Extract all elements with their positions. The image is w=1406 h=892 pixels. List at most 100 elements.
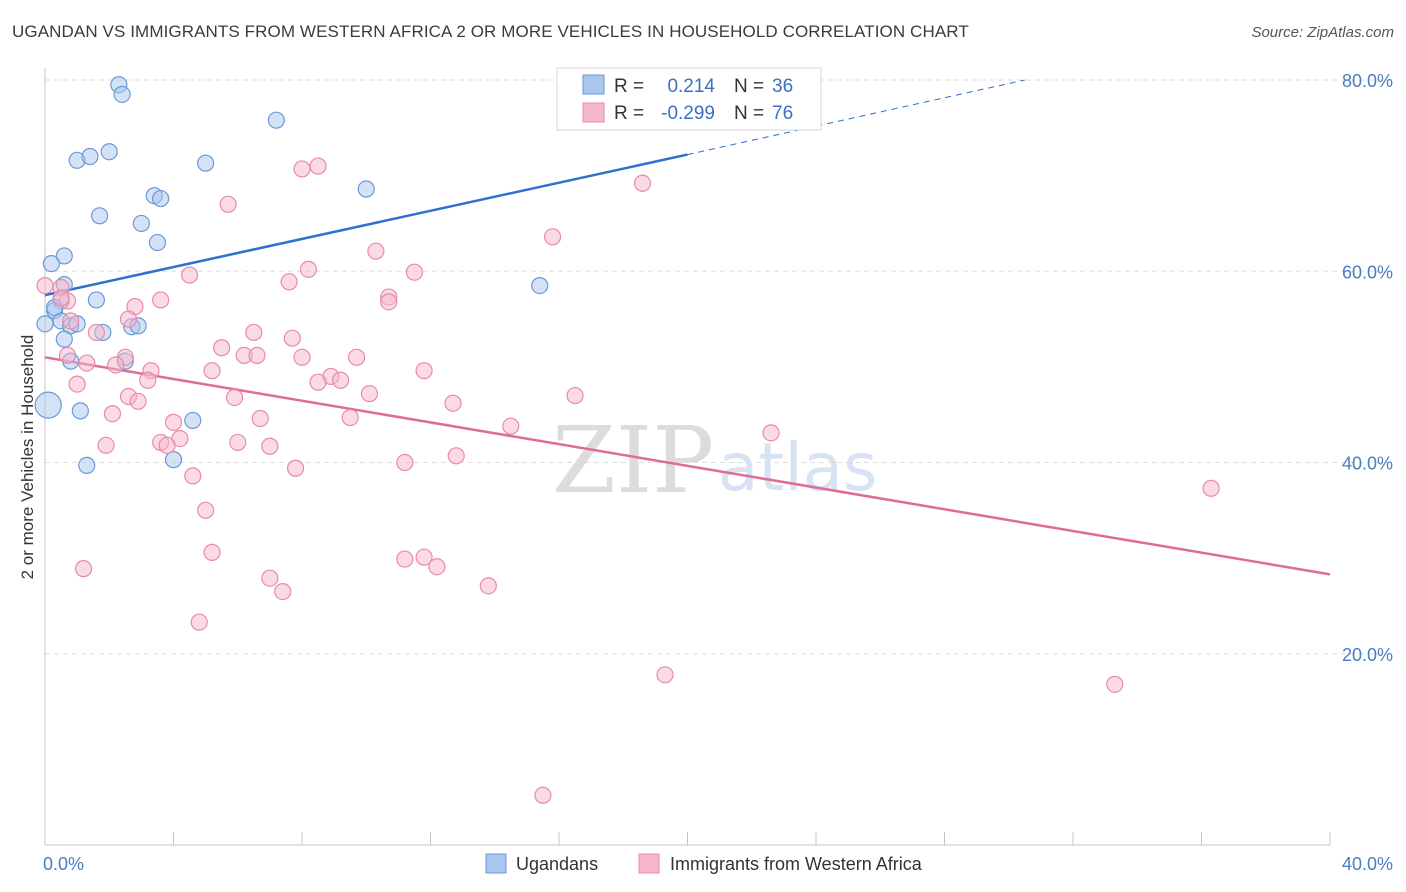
ugandans-point (164, 451, 183, 469)
ugandans-point (184, 411, 202, 430)
immigrants-point (229, 433, 247, 452)
immigrants-point (245, 323, 263, 342)
immigrants-point (633, 174, 652, 192)
stats-r-label: R = (614, 103, 644, 124)
y-tick-labels: 20.0% 40.0% 60.0% 80.0% (1342, 71, 1393, 665)
immigrants-trend-line (44, 356, 1331, 576)
immigrants-point (396, 550, 414, 568)
ugandans-point (531, 276, 549, 295)
trend-lines (44, 79, 1331, 576)
immigrants-point (341, 408, 359, 427)
immigrants-point (286, 459, 305, 477)
stats-n-label: N = (734, 76, 764, 97)
immigrants-point (348, 348, 366, 366)
ugandans-trend-extension (687, 79, 1025, 156)
immigrants-point (103, 405, 122, 423)
legend-swatch-immigrants (638, 853, 660, 874)
ugandans-point (267, 111, 285, 129)
stats-legend-box: R = 0.214 N = 36 R = -0.299 N = 76 (556, 67, 822, 131)
ugandans-point (42, 255, 61, 273)
immigrants-point (107, 356, 125, 374)
immigrants-point (447, 447, 465, 465)
ugandans-point (34, 391, 62, 419)
immigrants-point (184, 467, 202, 485)
immigrants-point (203, 362, 221, 380)
immigrants-point (415, 548, 433, 566)
ugandans-trend-line (44, 153, 688, 297)
immigrants-point (152, 291, 170, 309)
immigrants-point (62, 312, 80, 330)
stats-r-value-ugandans: 0.214 (667, 76, 715, 97)
immigrants-point (251, 409, 269, 428)
immigrants-point (274, 582, 292, 601)
ugandans-point (55, 247, 73, 265)
ugandans-point (152, 189, 170, 208)
immigrants-point (428, 558, 446, 576)
stats-r-value-immigrants: -0.299 (661, 103, 715, 124)
ugandans-point (148, 233, 167, 252)
immigrants-point (444, 394, 462, 412)
x-tick-label-max: 40.0% (1342, 854, 1393, 874)
immigrants-point (158, 436, 176, 454)
immigrants-point (405, 263, 424, 281)
immigrants-point (762, 424, 780, 442)
immigrants-point (203, 543, 221, 561)
grid-lines (45, 79, 1392, 655)
stats-n-label: N = (734, 103, 764, 124)
immigrants-point (543, 228, 562, 246)
ugandans-point (81, 147, 99, 166)
immigrants-point (219, 195, 237, 213)
immigrants-point (283, 329, 301, 347)
immigrants-point (261, 569, 279, 587)
immigrants-point (396, 453, 414, 472)
immigrants-point (280, 273, 298, 291)
immigrants-point (360, 385, 379, 403)
immigrants-point (225, 388, 244, 407)
ugandans-point (78, 456, 96, 474)
immigrants-point (58, 346, 77, 364)
immigrants-point (293, 348, 311, 366)
immigrants-point (180, 266, 199, 284)
immigrants-point (248, 346, 266, 364)
immigrants-point (68, 375, 86, 393)
source-label: Source: ZipAtlas.com (1251, 24, 1394, 41)
immigrants-point (197, 501, 215, 519)
y-tick-label-60: 60.0% (1342, 262, 1393, 282)
immigrants-point (190, 613, 208, 631)
x-tick-label-min: 0.0% (43, 854, 84, 874)
immigrants-point (74, 560, 93, 578)
immigrants-point (331, 371, 350, 389)
y-axis-label: 2 or more Vehicles in Household (18, 335, 37, 580)
ugandans-point (55, 330, 73, 348)
immigrants-point (380, 293, 398, 311)
immigrants-point (213, 339, 231, 357)
watermark: ZIP atlas (552, 407, 878, 514)
x-tick-labels: 0.0% 40.0% (43, 854, 1393, 874)
immigrants-point (1106, 675, 1124, 693)
legend-swatch-ugandans (485, 853, 507, 874)
immigrants-point (293, 160, 311, 178)
stats-swatch-ugandans (582, 74, 605, 95)
immigrants-point (367, 242, 385, 260)
immigrants-point (129, 392, 147, 410)
legend-label-ugandans: Ugandans (516, 854, 598, 874)
immigrants-point (415, 362, 433, 380)
immigrants-point (479, 577, 497, 595)
immigrants-point (534, 786, 552, 804)
ugandans-point (132, 214, 150, 233)
immigrants-point (78, 354, 96, 372)
ugandans-point (197, 154, 215, 172)
immigrants-point (87, 323, 106, 342)
ugandans-point (357, 180, 375, 198)
immigrants-point (1202, 479, 1220, 497)
immigrants-point (119, 310, 138, 328)
legend-label-immigrants: Immigrants from Western Africa (670, 854, 923, 874)
stats-n-value-ugandans: 36 (772, 76, 793, 97)
immigrants-point (139, 371, 157, 389)
watermark-zip: ZIP (552, 407, 714, 514)
ugandans-point (100, 143, 118, 161)
immigrants-point (656, 666, 674, 684)
immigrants-point (36, 276, 54, 295)
immigrants-point (97, 436, 115, 454)
